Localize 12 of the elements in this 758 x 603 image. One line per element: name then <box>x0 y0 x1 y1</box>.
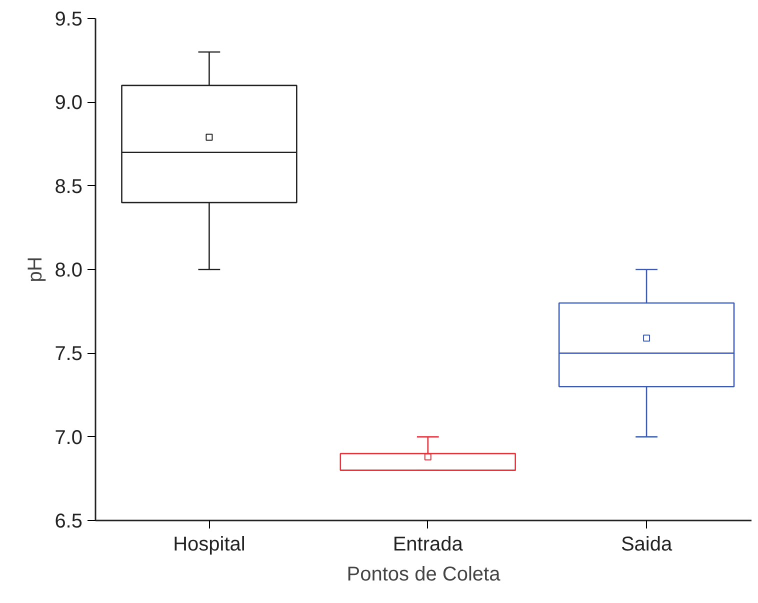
y-tick-label: 9.0 <box>54 92 83 114</box>
x-tick-label: Entrada <box>392 534 464 556</box>
y-tick-label: 9.5 <box>54 8 83 30</box>
y-tick-label: 8.5 <box>54 176 83 198</box>
y-tick-label: 7.5 <box>54 343 83 366</box>
x-axis-title: Pontos de Coleta <box>346 564 502 586</box>
y-tick-label: 8.0 <box>54 260 83 282</box>
y-tick-label: 7.0 <box>54 426 83 449</box>
x-tick-label: Saida <box>620 534 673 556</box>
y-axis-title: pH <box>24 256 47 282</box>
x-tick-label: Hospital <box>173 534 246 556</box>
y-tick-label: 6.5 <box>54 510 83 532</box>
